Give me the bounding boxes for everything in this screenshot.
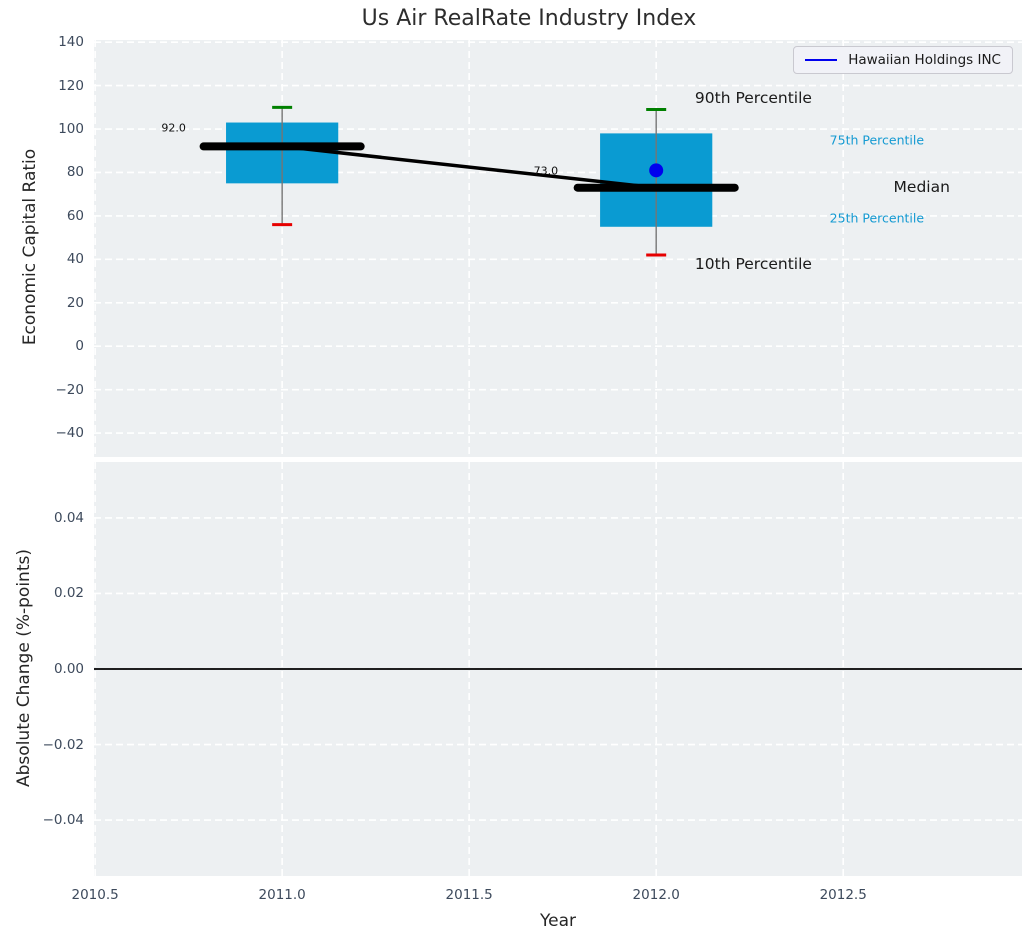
x-tick-label: 2012.5	[819, 887, 867, 903]
bottom-plot-canvas	[94, 462, 1022, 876]
annotation-median: Median	[893, 177, 950, 196]
y-tick-label-top: 60	[66, 207, 84, 224]
median-value-label: 73.0	[533, 164, 559, 178]
y-tick-label-bottom: 0.02	[53, 585, 84, 602]
chart-title: Us Air RealRate Industry Index	[361, 6, 697, 31]
y-tick-label-top: 0	[75, 338, 84, 355]
annotation-90th-percentile: 90th Percentile	[694, 88, 812, 107]
y-tick-label-top: 40	[66, 251, 84, 268]
y-tick-label-top: 80	[66, 164, 84, 181]
y-tick-label-bottom: −0.02	[42, 736, 84, 753]
company-point	[649, 163, 664, 178]
y-tick-label-top: 100	[58, 121, 84, 138]
bottom-plot-area	[94, 462, 1022, 876]
annotation-25th-percentile: 25th Percentile	[829, 210, 925, 226]
median-value-label: 92.0	[161, 121, 186, 135]
y-tick-label-top: 20	[66, 294, 84, 311]
x-tick-label: 2012.0	[632, 887, 680, 903]
y-tick-label-top: 120	[58, 77, 84, 94]
y-tick-label-bottom: 0.00	[53, 661, 84, 677]
x-tick-label: 2011.0	[258, 887, 306, 903]
legend-line-swatch	[805, 59, 838, 61]
y-tick-label-top: −20	[55, 381, 85, 398]
y-tick-label-bottom: 0.04	[53, 509, 84, 526]
x-axis-label: Year	[540, 911, 576, 931]
top-plot-canvas	[94, 40, 1022, 457]
annotation-10th-percentile: 10th Percentile	[694, 254, 812, 273]
legend-label: Hawaiian Holdings INC	[848, 52, 1001, 68]
x-tick-label: 2011.5	[445, 887, 493, 903]
top-plot-area: 92.0 73.0 90th Percentile 75th Percentile Me…	[94, 40, 1022, 457]
legend: Hawaiian Holdings INC	[793, 46, 1013, 74]
y-tick-label-top: −40	[55, 425, 85, 442]
y-tick-label-top: 140	[58, 34, 84, 51]
x-tick-label: 2010.5	[71, 887, 119, 903]
median-trend-line	[280, 144, 658, 190]
annotation-75th-percentile: 75th Percentile	[829, 132, 925, 148]
y-tick-label-bottom: −0.04	[42, 812, 84, 829]
